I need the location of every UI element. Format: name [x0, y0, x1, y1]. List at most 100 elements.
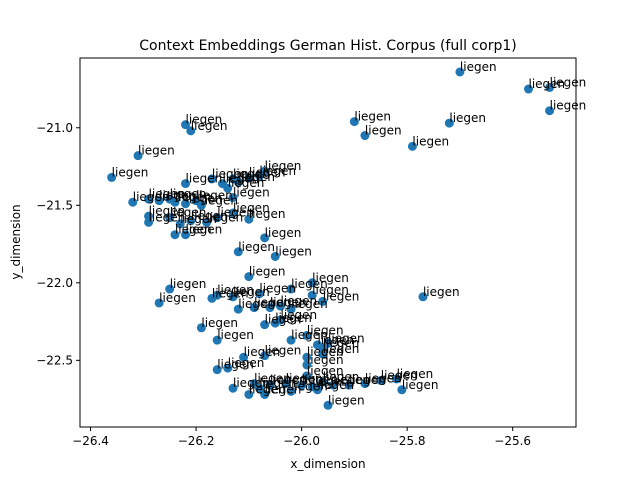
plot-frame: [79, 57, 577, 428]
data-point: [233, 247, 243, 257]
data-point: [202, 217, 212, 227]
data-point-label: liegen: [265, 226, 302, 240]
x-tick-label: −25.6: [494, 434, 531, 448]
data-point: [302, 371, 312, 381]
data-point: [286, 304, 296, 314]
data-point-label: liegen: [270, 373, 307, 387]
x-tick-label: −26.2: [178, 434, 215, 448]
data-point: [276, 315, 286, 325]
data-point-label: liegen: [312, 283, 349, 297]
data-point-label: liegen: [186, 172, 223, 186]
data-point: [207, 174, 217, 184]
data-point-label: liegen: [149, 204, 186, 218]
data-point: [392, 374, 402, 384]
data-point: [444, 118, 454, 128]
data-point-label: liegen: [254, 296, 291, 310]
x-tick-label: −26.4: [72, 434, 109, 448]
data-point-label: liegen: [286, 372, 323, 386]
data-point-label: liegen: [133, 190, 170, 204]
data-point-label: liegen: [196, 189, 233, 203]
point-labels-layer: liegenliegenliegenliegenliegenliegenlieg…: [112, 60, 587, 407]
data-point-label: liegen: [281, 294, 318, 308]
data-point-label: liegen: [233, 201, 270, 215]
data-point: [244, 272, 254, 282]
data-point: [196, 323, 206, 333]
data-point-label: liegen: [307, 345, 344, 359]
data-point: [545, 106, 555, 116]
data-point-label: liegen: [249, 382, 286, 396]
data-point: [228, 383, 238, 393]
data-point-label: liegen: [233, 167, 270, 181]
data-point-label: liegen: [175, 223, 212, 237]
data-point: [418, 292, 428, 302]
data-point: [244, 214, 254, 224]
data-point-label: liegen: [323, 342, 360, 356]
data-point-label: liegen: [233, 186, 270, 200]
data-point-label: liegen: [259, 376, 296, 390]
data-point: [233, 304, 243, 314]
data-point-label: liegen: [228, 176, 265, 190]
data-point-label: liegen: [323, 370, 360, 384]
data-point: [144, 217, 154, 227]
data-point-label: liegen: [238, 240, 275, 254]
data-point: [286, 386, 296, 396]
data-point-label: liegen: [550, 99, 587, 113]
data-point: [260, 351, 270, 361]
data-point-label: liegen: [238, 297, 275, 311]
data-point-label: liegen: [328, 393, 365, 407]
data-point-label: liegen: [291, 297, 328, 311]
data-point-label: liegen: [186, 113, 223, 127]
data-point: [154, 298, 164, 308]
data-point: [323, 400, 333, 410]
data-point: [107, 172, 117, 182]
data-point: [181, 120, 191, 130]
data-point: [228, 292, 238, 302]
data-point: [265, 303, 275, 313]
data-point: [376, 375, 386, 385]
data-point-label: liegen: [381, 368, 418, 382]
data-point-label: liegen: [254, 372, 291, 386]
data-point: [302, 331, 312, 341]
data-point-label: liegen: [222, 172, 259, 186]
data-point: [265, 380, 275, 390]
data-point: [270, 251, 280, 261]
y-tick-label: −21.0: [36, 121, 73, 135]
data-point-label: liegen: [249, 165, 286, 179]
data-point-label: liegen: [212, 167, 249, 181]
data-point: [318, 349, 328, 359]
data-point-label: liegen: [354, 110, 391, 124]
data-point-label: liegen: [217, 283, 254, 297]
data-point: [165, 213, 175, 223]
data-point: [323, 338, 333, 348]
data-point-label: liegen: [201, 193, 238, 207]
data-point: [260, 320, 270, 330]
data-point-label: liegen: [328, 331, 365, 345]
data-point: [228, 208, 238, 218]
data-point-label: liegen: [170, 277, 207, 291]
data-point-label: liegen: [201, 316, 238, 330]
data-point: [186, 216, 196, 226]
data-point-label: liegen: [170, 187, 207, 201]
data-point-label: liegen: [333, 373, 370, 387]
data-point: [397, 385, 407, 395]
data-point-label: liegen: [159, 189, 196, 203]
data-point-label: liegen: [270, 296, 307, 310]
data-point: [212, 365, 222, 375]
chart-title: Context Embeddings German Hist. Corpus (…: [139, 38, 516, 54]
data-point-label: liegen: [175, 190, 212, 204]
data-point-label: liegen: [217, 328, 254, 342]
data-point: [254, 383, 264, 393]
data-point-label: liegen: [365, 372, 402, 386]
data-point-label: liegen: [349, 373, 386, 387]
data-point-label: liegen: [217, 358, 254, 372]
data-point: [312, 385, 322, 395]
data-point-label: liegen: [186, 223, 223, 237]
y-tick-label: −22.5: [36, 353, 73, 367]
data-point-label: liegen: [180, 212, 217, 226]
data-point-label: liegen: [307, 353, 344, 367]
data-point: [144, 194, 154, 204]
data-point-label: liegen: [323, 289, 360, 303]
data-point-label: liegen: [112, 165, 149, 179]
data-point: [360, 131, 370, 141]
data-point-label: liegen: [423, 285, 460, 299]
